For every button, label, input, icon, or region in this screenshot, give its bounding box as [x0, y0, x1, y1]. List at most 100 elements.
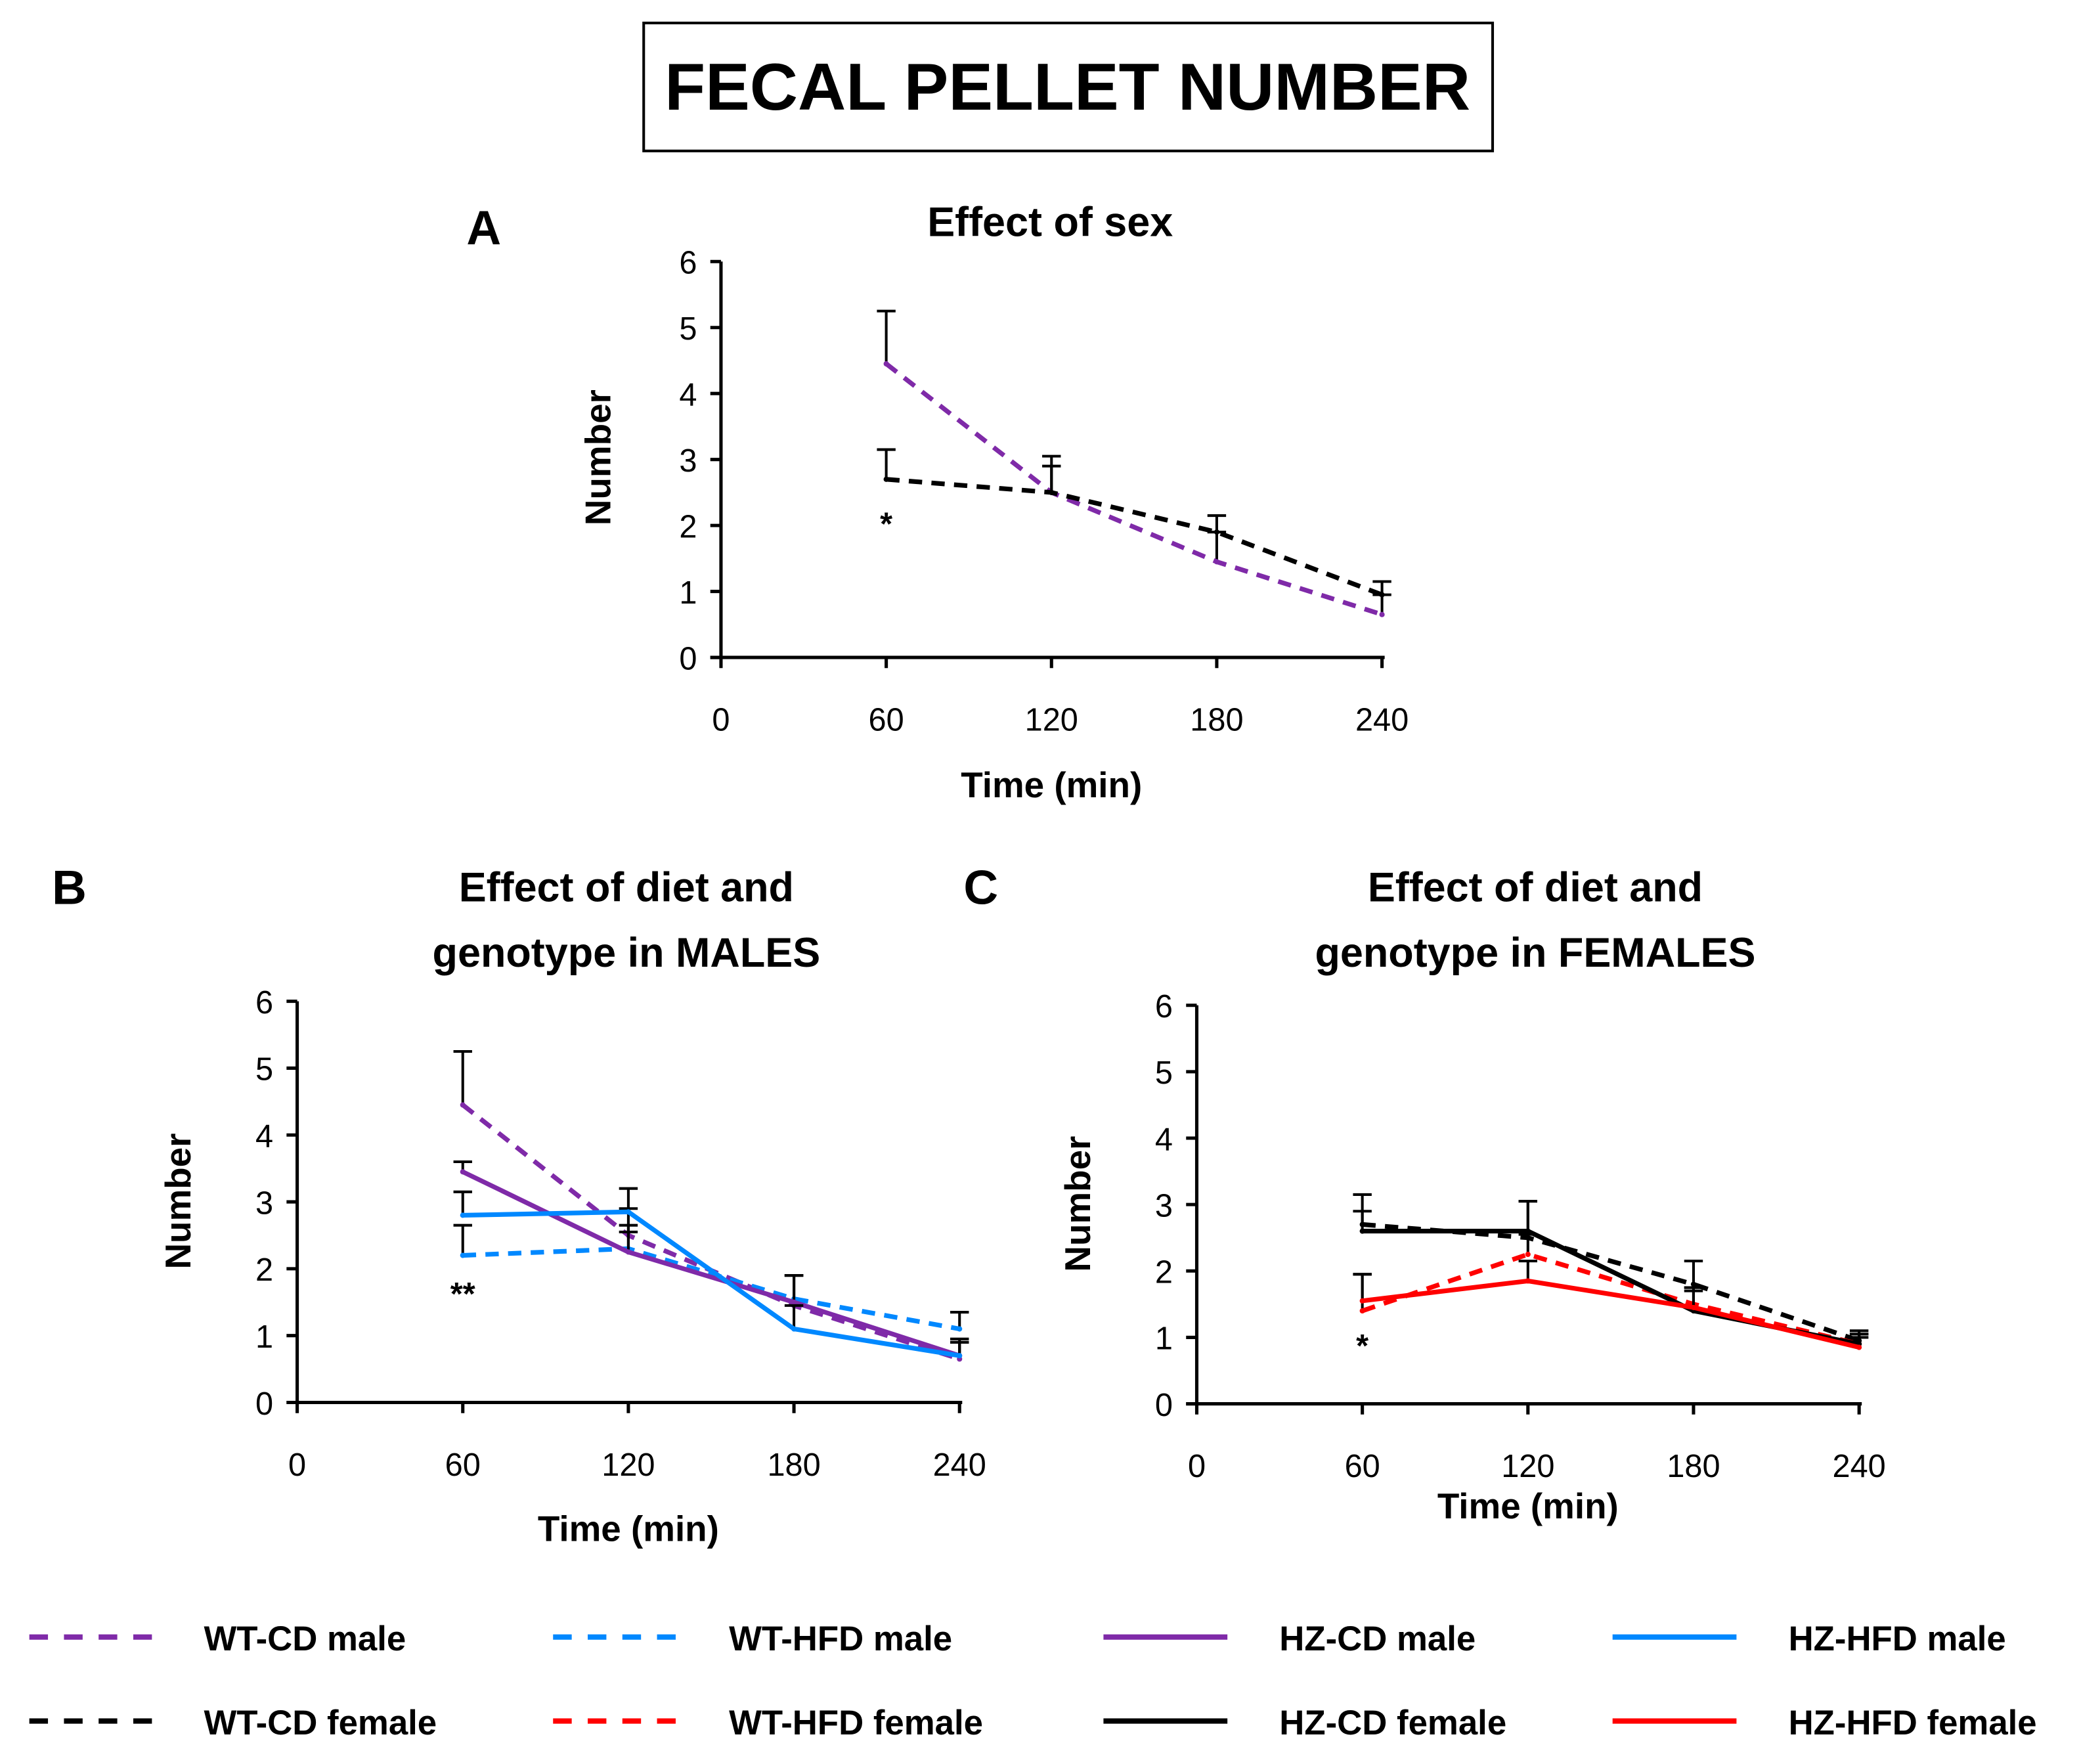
series-wt-cd-female — [877, 448, 1391, 598]
series-line — [885, 362, 1383, 617]
data-point — [625, 1249, 631, 1255]
y-tick-label: 4 — [255, 1119, 273, 1155]
y-tick-label: 0 — [1155, 1388, 1173, 1423]
legend-item: HZ-CD male — [1103, 1620, 1476, 1658]
data-point — [883, 476, 889, 482]
y-tick-label: 1 — [679, 575, 697, 611]
legend-label: HZ-CD male — [1279, 1620, 1476, 1658]
x-tick-label: 240 — [933, 1447, 986, 1483]
legend-item: WT-HFD female — [553, 1704, 983, 1742]
legend-label: WT-CD male — [204, 1620, 406, 1658]
panel-title: Effect of diet and — [1368, 864, 1703, 910]
data-point — [1690, 1304, 1697, 1310]
significance-marker: ** — [450, 1277, 475, 1312]
y-axis-label: Number — [158, 1134, 198, 1269]
x-tick-label: 180 — [1667, 1449, 1720, 1484]
panel-label: B — [52, 861, 87, 914]
y-tick-label: 4 — [679, 377, 697, 412]
legend-label: HZ-HFD male — [1789, 1620, 2006, 1658]
series-hz-hfd-male — [453, 1187, 969, 1359]
legend-item: WT-HFD male — [553, 1620, 952, 1658]
series-hz-hfd-female — [1353, 1260, 1869, 1350]
data-point — [1214, 559, 1219, 565]
y-tick-label: 6 — [679, 246, 697, 281]
series-line — [1362, 1222, 1860, 1343]
y-tick-label: 5 — [255, 1052, 273, 1088]
y-tick-label: 1 — [1155, 1321, 1173, 1357]
data-point — [957, 1353, 963, 1359]
x-tick-label: 60 — [869, 703, 904, 738]
x-tick-label: 60 — [1345, 1449, 1380, 1484]
panel-title: Effect of sex — [927, 200, 1173, 246]
series-line — [1362, 1278, 1860, 1350]
data-point — [1525, 1251, 1531, 1258]
x-tick-label: 240 — [1355, 703, 1409, 738]
legend-label: WT-HFD male — [729, 1620, 952, 1658]
data-point — [1379, 611, 1385, 617]
significance-marker: * — [880, 506, 892, 542]
data-point — [1359, 1298, 1365, 1304]
panel-title: genotype in FEMALES — [1315, 930, 1755, 976]
main-title-box: FECAL PELLET NUMBER — [642, 21, 1495, 152]
data-point — [1049, 489, 1055, 495]
y-tick-label: 3 — [1155, 1188, 1173, 1224]
data-point — [460, 1212, 466, 1218]
legend-label: HZ-CD female — [1279, 1704, 1506, 1742]
x-tick-label: 240 — [1833, 1449, 1886, 1484]
y-tick-label: 6 — [255, 985, 273, 1021]
panel-title: Effect of diet and — [459, 864, 794, 910]
data-point — [1525, 1228, 1531, 1234]
data-point — [791, 1326, 797, 1332]
panel-label: C — [963, 861, 998, 914]
data-point — [1214, 529, 1219, 535]
legend-item: HZ-HFD female — [1612, 1704, 2037, 1742]
data-point — [1359, 1228, 1365, 1234]
panel-label: A — [466, 202, 501, 255]
data-point — [883, 361, 889, 367]
significance-marker: * — [1356, 1329, 1368, 1364]
series-hz-cd-male — [453, 1160, 969, 1359]
series-line — [1361, 1252, 1860, 1346]
y-tick-label: 2 — [679, 509, 697, 544]
y-tick-label: 0 — [255, 1386, 273, 1422]
y-tick-label: 2 — [1155, 1255, 1173, 1290]
y-tick-label: 6 — [1155, 989, 1173, 1025]
data-point — [1690, 1281, 1697, 1287]
y-tick-label: 3 — [255, 1185, 273, 1221]
x-axis-label: Time (min) — [1437, 1486, 1619, 1526]
data-point — [791, 1299, 797, 1305]
data-point — [1856, 1344, 1862, 1350]
main-title: FECAL PELLET NUMBER — [665, 49, 1470, 124]
series-hz-cd-female — [1353, 1200, 1869, 1347]
series-line — [462, 1209, 960, 1358]
x-tick-label: 60 — [445, 1447, 481, 1483]
y-tick-label: 4 — [1155, 1122, 1173, 1157]
series-line — [462, 1246, 960, 1332]
legend-item: HZ-HFD male — [1612, 1620, 2006, 1658]
data-point — [1379, 592, 1385, 598]
y-tick-label: 3 — [679, 443, 697, 479]
y-axis-label: Number — [578, 389, 619, 525]
y-tick-label: 2 — [255, 1252, 273, 1288]
x-axis-label: Time (min) — [961, 764, 1142, 805]
data-point — [1359, 1308, 1365, 1314]
legend-item: HZ-CD female — [1103, 1704, 1506, 1742]
data-point — [460, 1252, 466, 1258]
x-tick-label: 0 — [712, 703, 730, 738]
series-line — [886, 477, 1383, 597]
legend-item: WT-CD female — [29, 1704, 437, 1742]
legend: WT-CD male WT-HFD male HZ-CD male HZ-HFD ma… — [29, 1620, 2037, 1742]
x-axis-label: Time (min) — [538, 1509, 719, 1549]
legend-label: WT-HFD female — [729, 1704, 983, 1742]
data-point — [957, 1326, 963, 1332]
x-tick-label: 120 — [602, 1447, 655, 1483]
y-tick-label: 1 — [255, 1319, 273, 1355]
data-point — [460, 1169, 466, 1175]
panel-b: B Effect of diet and genotype in MALES 0 1 2 3… — [52, 861, 986, 1549]
x-tick-label: 0 — [288, 1447, 306, 1483]
x-tick-label: 120 — [1025, 703, 1078, 738]
legend-label: WT-CD female — [204, 1704, 437, 1742]
x-tick-label: 180 — [767, 1447, 820, 1483]
